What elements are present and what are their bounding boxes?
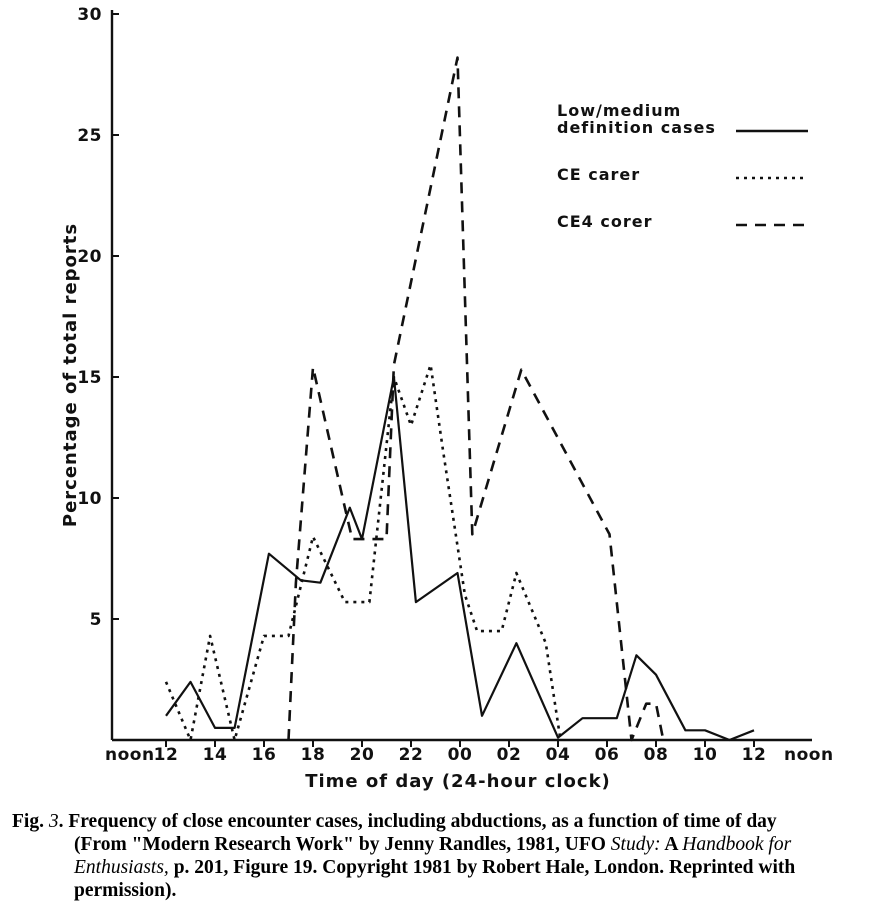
- caption-handbook: Handbook for: [682, 834, 792, 855]
- y-axis-title: Percentage of total reports: [60, 223, 81, 527]
- y-tick-label: 20: [77, 247, 102, 267]
- caption-line-3: p. 201, Figure 19. Copyright 1981 by Rob…: [168, 857, 754, 878]
- x-tick-label: 00: [448, 745, 473, 765]
- x-tick-label: 06: [595, 745, 620, 765]
- y-tick-label: 10: [77, 489, 102, 509]
- series-line-solid: [165, 375, 755, 742]
- caption-line-2: (From "Modern Research Work" by Jenny Ra…: [74, 834, 611, 855]
- series-lines: [164, 56, 755, 742]
- x-tick-label: 12: [154, 745, 179, 765]
- legend-label: CE4 corer: [557, 212, 652, 231]
- time-of-day-chart: 5 10 15 20 25 30 12 14 16 18 20 22 00 02 04 06 08 10 12 n…: [60, 5, 834, 792]
- caption-line-4: with permission).: [74, 857, 796, 901]
- y-axis-ticks: 5 10 15 20 25 30: [77, 5, 119, 630]
- caption-fig-label: Fig.: [12, 811, 44, 832]
- caption-enthusiasts: Enthusiasts,: [74, 857, 169, 878]
- y-tick-label: 25: [77, 126, 102, 146]
- series-line-dotted: [164, 363, 562, 742]
- x-tick-label-noon-right: noon: [784, 745, 834, 765]
- caption-a: A: [660, 834, 683, 855]
- y-tick-label: 30: [77, 5, 102, 25]
- caption-line-1: . Frequency of close encounter cases, in…: [58, 811, 777, 832]
- x-tick-label: 04: [546, 745, 571, 765]
- legend-label: CE carer: [557, 165, 640, 184]
- y-tick-label: 15: [77, 368, 102, 388]
- x-tick-label-noon-left: noon: [105, 745, 155, 765]
- x-tick-label: 08: [644, 745, 669, 765]
- caption-continuation: (From "Modern Research Work" by Jenny Ra…: [12, 833, 872, 902]
- x-tick-label: 14: [203, 745, 228, 765]
- x-tick-label: 20: [350, 745, 375, 765]
- x-tick-label: 12: [742, 745, 767, 765]
- x-tick-label: 22: [399, 745, 424, 765]
- series-line-dashed: [287, 56, 665, 742]
- caption-study: Study:: [610, 834, 661, 855]
- x-axis-title: Time of day (24-hour clock): [305, 771, 611, 792]
- x-tick-label: 16: [252, 745, 277, 765]
- x-tick-label: 02: [497, 745, 522, 765]
- y-tick-label: 5: [90, 610, 102, 630]
- x-tick-label: 18: [301, 745, 326, 765]
- x-axis-ticks: 12 14 16 18 20 22 00 02 04 06 08 10 12: [154, 740, 767, 765]
- legend-label: Low/medium: [557, 101, 681, 120]
- legend-label: definition cases: [557, 118, 716, 137]
- caption-fig-number: 3: [48, 811, 59, 832]
- figure-caption: Fig. 3. Frequency of close encounter cas…: [12, 810, 872, 902]
- x-tick-label: 10: [693, 745, 718, 765]
